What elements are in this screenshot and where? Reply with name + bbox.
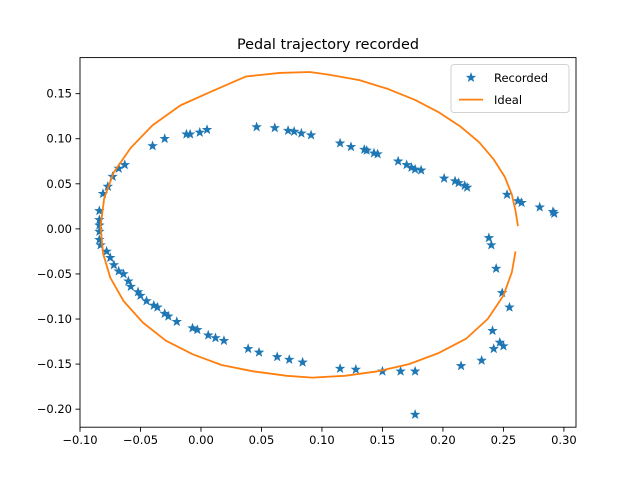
y-tick-label: 0.15 [46, 87, 72, 101]
recorded-point [487, 325, 498, 336]
recorded-point [409, 163, 421, 174]
recorded-point [549, 208, 560, 218]
recorded-point [345, 141, 357, 152]
recorded-point [210, 332, 221, 343]
recorded-point [201, 124, 213, 135]
x-tick-label: 0.00 [188, 433, 214, 447]
x-tick-label: −0.10 [62, 433, 97, 447]
recorded-point [409, 365, 421, 376]
recorded-point [488, 343, 499, 354]
legend-entry: Ideal [494, 93, 522, 107]
recorded-point [305, 129, 317, 140]
recorded-point [392, 155, 404, 166]
y-tick-label: −0.15 [37, 357, 72, 371]
recorded-point [123, 275, 134, 286]
recorded-point [334, 137, 346, 148]
chart-title: Pedal trajectory recorded [237, 37, 419, 53]
recorded-point [141, 295, 152, 306]
recorded-point [108, 259, 120, 270]
recorded-point [483, 232, 495, 243]
recorded-point [171, 316, 182, 327]
recorded-point [251, 121, 262, 132]
recorded-point [94, 226, 105, 237]
legend-box [450, 64, 570, 114]
recorded-point [187, 322, 198, 333]
recorded-point [372, 148, 383, 159]
recorded-point [438, 172, 450, 183]
recorded-point [118, 268, 129, 279]
recorded-point [194, 126, 205, 137]
recorded-point [498, 340, 509, 351]
legend-entry: Recorded [494, 71, 548, 85]
recorded-point [242, 343, 254, 354]
axes-frame [79, 57, 577, 428]
recorded-point [105, 252, 116, 263]
recorded-point [203, 329, 214, 340]
recorded-point [159, 133, 170, 144]
recorded-point [94, 234, 105, 245]
recorded-point [282, 125, 294, 136]
x-tick-label: 0.20 [430, 433, 456, 447]
recorded-point [163, 310, 174, 321]
recorded-point [119, 159, 130, 170]
recorded-point [147, 140, 158, 151]
recorded-point [490, 263, 502, 273]
x-tick-label: 0.05 [249, 433, 275, 447]
recorded-point [253, 346, 265, 357]
x-tick-label: 0.15 [370, 433, 396, 447]
x-tick-label: 0.25 [491, 433, 517, 447]
recorded-point [461, 181, 473, 192]
recorded-point [334, 363, 346, 374]
recorded-point [296, 127, 307, 138]
recorded-point [395, 365, 406, 376]
ideal-line [99, 71, 519, 379]
recorded-point [401, 159, 412, 170]
legend: Recorded Ideal [450, 64, 570, 114]
recorded-point [218, 335, 230, 346]
recorded-point [455, 360, 467, 371]
recorded-point [476, 355, 487, 365]
recorded-point [409, 409, 421, 420]
y-tick-label: 0.05 [46, 177, 72, 191]
recorded-point [113, 163, 124, 173]
recorded-point [453, 177, 464, 188]
recorded-point [95, 239, 106, 250]
recorded-point [135, 290, 146, 301]
recorded-point [113, 265, 124, 276]
series-ideal [99, 71, 519, 379]
x-tick-label: 0.10 [309, 433, 335, 447]
recorded-point [486, 239, 497, 250]
recorded-point [284, 354, 295, 365]
recorded-point [125, 281, 137, 291]
recorded-point [152, 301, 163, 312]
y-tick-label: −0.05 [37, 267, 72, 281]
legend-handle-recorded [465, 72, 477, 83]
y-tick-label: −0.20 [37, 402, 72, 416]
recorded-point [271, 351, 283, 362]
recorded-point [269, 122, 280, 133]
x-tick-label: −0.05 [123, 433, 158, 447]
y-tick-label: 0.00 [46, 222, 72, 236]
recorded-point [297, 356, 308, 367]
recorded-point [184, 128, 196, 139]
recorded-point [504, 301, 515, 312]
y-tick-label: −0.10 [37, 312, 72, 326]
recorded-point [415, 164, 427, 175]
y-tick-label: 0.10 [46, 132, 72, 146]
recorded-point [288, 126, 300, 136]
recorded-point [534, 201, 545, 212]
recorded-point [192, 324, 203, 335]
axes: −0.10 −0.05 0.00 0.05 0.10 0.15 0.20 0.25 0.30 −0… [37, 57, 577, 447]
recorded-point [361, 144, 372, 155]
recorded-point [516, 197, 527, 208]
recorded-point [350, 364, 362, 374]
x-tick-label: 0.30 [551, 433, 577, 447]
plot-area [94, 71, 560, 420]
